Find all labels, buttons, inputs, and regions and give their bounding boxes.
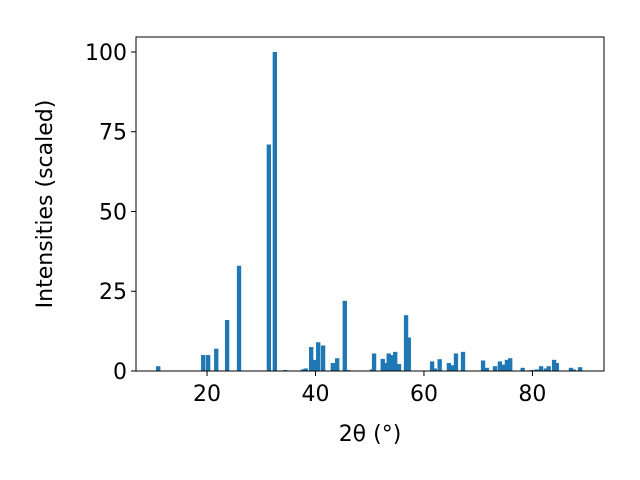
x-tick-label: 40	[301, 382, 329, 407]
bar	[396, 363, 402, 371]
plot-frame	[135, 36, 605, 372]
bar	[571, 369, 576, 371]
bar	[214, 348, 219, 371]
bar	[266, 144, 272, 371]
bar	[335, 358, 340, 371]
bar	[480, 360, 486, 371]
bar	[303, 368, 308, 371]
bar	[403, 315, 409, 371]
bar	[312, 359, 318, 371]
bar	[484, 367, 490, 371]
bar	[577, 367, 583, 371]
bar	[446, 363, 452, 371]
y-tick-label: 25	[99, 280, 127, 305]
bar	[449, 365, 455, 371]
bar	[508, 358, 513, 371]
bar	[504, 359, 510, 371]
x-tick-label: 20	[193, 382, 221, 407]
bar	[543, 368, 549, 371]
bar	[236, 265, 242, 371]
bar	[300, 369, 306, 371]
bar	[497, 361, 503, 371]
bar	[568, 367, 574, 371]
y-axis-label: Intensities (scaled)	[33, 100, 58, 309]
y-tick-label: 50	[99, 200, 127, 225]
bar	[156, 366, 161, 371]
x-tick-label: 60	[410, 382, 438, 407]
bar	[501, 364, 506, 371]
bar	[330, 363, 336, 371]
bar	[492, 366, 498, 371]
bar	[389, 355, 395, 371]
bar	[342, 300, 347, 371]
y-tick-label: 100	[85, 41, 127, 66]
bar	[406, 337, 411, 371]
bar	[551, 359, 557, 371]
bar	[308, 347, 314, 371]
bar	[205, 355, 211, 371]
bar	[538, 366, 544, 371]
bar	[316, 342, 321, 371]
bar	[383, 363, 389, 371]
y-tick-label: 0	[113, 360, 127, 385]
bar	[369, 369, 375, 371]
bar	[554, 363, 559, 371]
bar	[520, 367, 525, 371]
bar	[534, 369, 539, 371]
bar	[224, 319, 230, 371]
bar	[393, 351, 398, 371]
bar	[272, 51, 277, 371]
bar	[546, 366, 551, 371]
x-tick-label: 80	[518, 382, 546, 407]
bar	[320, 345, 326, 371]
bar	[432, 368, 437, 371]
bar	[386, 353, 391, 371]
bar	[371, 353, 377, 371]
bar	[201, 355, 206, 371]
bar	[453, 353, 459, 371]
bar	[437, 359, 442, 371]
x-axis-label: 2θ (°)	[339, 422, 402, 447]
bar	[429, 361, 435, 371]
y-tick-label: 75	[99, 121, 127, 146]
bar	[380, 358, 385, 371]
bar	[460, 351, 466, 371]
